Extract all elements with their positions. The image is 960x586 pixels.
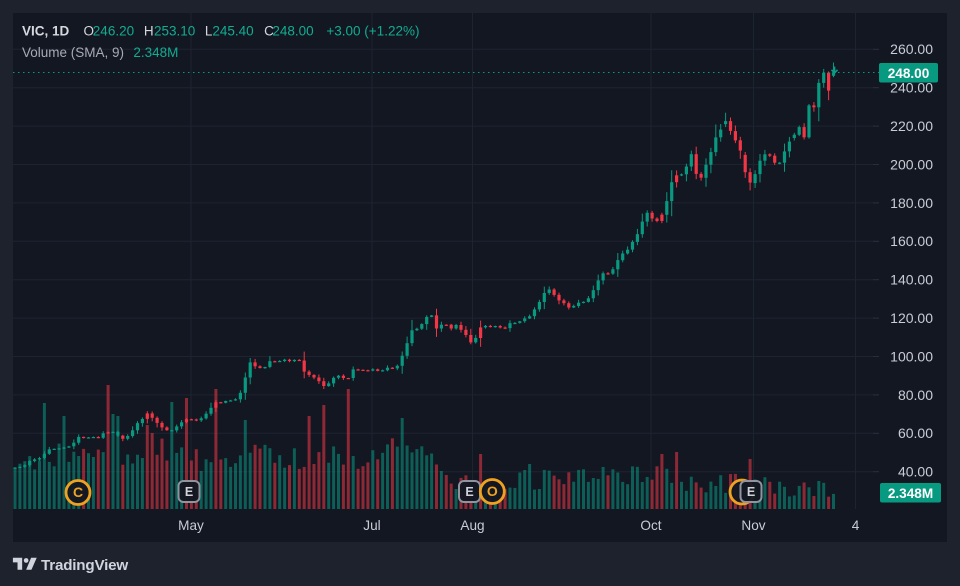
svg-text:140.00: 140.00	[890, 272, 933, 288]
svg-text:240.00: 240.00	[890, 80, 933, 96]
svg-text:80.00: 80.00	[898, 387, 933, 403]
svg-text:E: E	[465, 485, 473, 499]
svg-text:L: L	[205, 24, 213, 39]
svg-text:60.00: 60.00	[898, 425, 933, 441]
svg-text:E: E	[747, 485, 755, 499]
svg-text:100.00: 100.00	[890, 348, 933, 364]
svg-text:E: E	[185, 485, 193, 499]
svg-text:2.348M: 2.348M	[133, 45, 178, 60]
svg-text:248.00: 248.00	[888, 66, 930, 81]
svg-text:248.00: 248.00	[272, 24, 313, 39]
svg-text:Nov: Nov	[741, 518, 765, 533]
svg-text:Volume (SMA, 9): Volume (SMA, 9)	[22, 45, 124, 60]
svg-text:Jul: Jul	[363, 518, 380, 533]
svg-text:180.00: 180.00	[890, 195, 933, 211]
svg-text:Aug: Aug	[460, 518, 484, 533]
svg-text:4: 4	[852, 518, 860, 533]
svg-text:120.00: 120.00	[890, 310, 933, 326]
svg-text:220.00: 220.00	[890, 118, 933, 134]
svg-text:May: May	[178, 518, 204, 533]
svg-text:O: O	[487, 483, 498, 499]
svg-text:245.40: 245.40	[212, 24, 253, 39]
svg-text:246.20: 246.20	[93, 24, 134, 39]
svg-text:2.348M: 2.348M	[888, 486, 933, 501]
svg-text:C: C	[264, 24, 274, 39]
svg-text:160.00: 160.00	[890, 233, 933, 249]
svg-text:H: H	[144, 24, 154, 39]
svg-text:Oct: Oct	[640, 518, 661, 533]
svg-text:260.00: 260.00	[890, 41, 933, 57]
svg-text:TradingView: TradingView	[41, 557, 128, 574]
svg-text:O: O	[84, 24, 95, 39]
svg-text:VIC, 1D: VIC, 1D	[22, 24, 70, 39]
svg-text:40.00: 40.00	[898, 464, 933, 480]
svg-text:+3.00 (+1.22%): +3.00 (+1.22%)	[326, 24, 419, 39]
svg-text:C: C	[73, 484, 83, 500]
svg-text:253.10: 253.10	[154, 24, 195, 39]
svg-text:200.00: 200.00	[890, 156, 933, 172]
